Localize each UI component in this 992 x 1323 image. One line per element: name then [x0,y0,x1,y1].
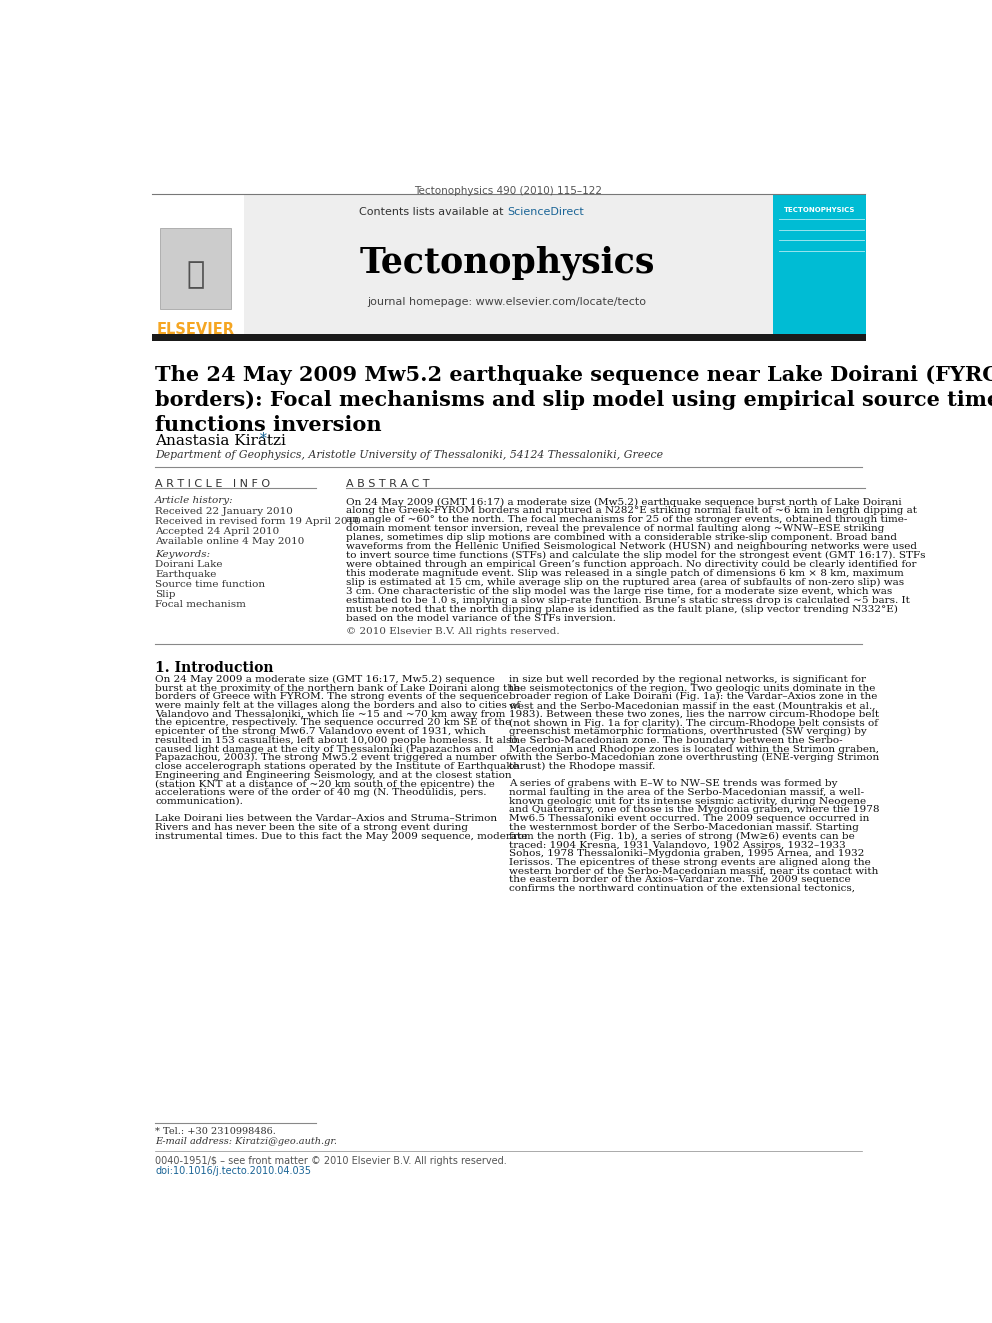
Text: confirms the northward continuation of the extensional tectonics,: confirms the northward continuation of t… [509,884,855,893]
Text: caused light damage at the city of Thessaloniki (Papazachos and: caused light damage at the city of Thess… [155,745,494,754]
Text: west and the Serbo-Macedonian massif in the east (Mountrakis et al.,: west and the Serbo-Macedonian massif in … [509,701,876,710]
Text: journal homepage: www.elsevier.com/locate/tecto: journal homepage: www.elsevier.com/locat… [367,298,647,307]
Text: the eastern border of the Axios–Vardar zone. The 2009 sequence: the eastern border of the Axios–Vardar z… [509,875,851,884]
Text: Rivers and has never been the site of a strong event during: Rivers and has never been the site of a … [155,823,468,832]
Text: in size but well recorded by the regional networks, is significant for: in size but well recorded by the regiona… [509,675,866,684]
Text: western border of the Serbo-Macedonian massif, near its contact with: western border of the Serbo-Macedonian m… [509,867,879,876]
Text: Engineering and Engineering Seismology, and at the closest station: Engineering and Engineering Seismology, … [155,771,512,779]
Text: Earthquake: Earthquake [155,570,216,579]
Text: doi:10.1016/j.tecto.2010.04.035: doi:10.1016/j.tecto.2010.04.035 [155,1166,311,1176]
Text: (station KNT at a distance of ~20 km south of the epicentre) the: (station KNT at a distance of ~20 km sou… [155,779,495,789]
Text: *: * [260,433,267,446]
Text: the westernmost border of the Serbo-Macedonian massif. Starting: the westernmost border of the Serbo-Mace… [509,823,859,832]
Text: based on the model variance of the STFs inversion.: based on the model variance of the STFs … [345,614,615,623]
Text: E-mail address: Kiratzi@geo.auth.gr.: E-mail address: Kiratzi@geo.auth.gr. [155,1136,337,1146]
Text: Doirani Lake: Doirani Lake [155,560,222,569]
Text: 🌳: 🌳 [186,259,204,288]
Text: Available online 4 May 2010: Available online 4 May 2010 [155,537,305,546]
Text: Contents lists available at: Contents lists available at [359,208,507,217]
Bar [152,194,244,335]
Text: domain moment tensor inversion, reveal the prevalence of normal faulting along ~: domain moment tensor inversion, reveal t… [345,524,884,533]
Text: epicenter of the strong Mw6.7 Valandovo event of 1931, which: epicenter of the strong Mw6.7 Valandovo … [155,728,486,736]
Text: slip is estimated at 15 cm, while average slip on the ruptured area (area of sub: slip is estimated at 15 cm, while averag… [345,578,904,587]
Text: Lake Doirani lies between the Vardar–Axios and Struma–Strimon: Lake Doirani lies between the Vardar–Axi… [155,814,497,823]
Text: Source time function: Source time function [155,579,265,589]
Text: resulted in 153 casualties, left about 10,000 people homeless. It also: resulted in 153 casualties, left about 1… [155,736,518,745]
Text: On 24 May 2009 a moderate size (GMT 16:17, Mw5.2) sequence: On 24 May 2009 a moderate size (GMT 16:1… [155,675,495,684]
Bar [244,194,774,335]
Text: Sohos, 1978 Thessaloniki–Mygdonia graben, 1995 Arnea, and 1932: Sohos, 1978 Thessaloniki–Mygdonia graben… [509,849,865,859]
Text: ScienceDirect: ScienceDirect [507,208,583,217]
Text: from the north (Fig. 1b), a series of strong (Mw≥6) events can be: from the north (Fig. 1b), a series of st… [509,832,855,840]
Text: thrust) the Rhodope massif.: thrust) the Rhodope massif. [509,762,656,771]
Text: this moderate magnitude event. Slip was released in a single patch of dimensions: this moderate magnitude event. Slip was … [345,569,904,578]
Text: with the Serbo-Macedonian zone overthrusting (ENE-verging Strimon: with the Serbo-Macedonian zone overthrus… [509,753,880,762]
Text: borders of Greece with FYROM. The strong events of the sequence: borders of Greece with FYROM. The strong… [155,692,509,701]
Text: close accelerograph stations operated by the Institute of Earthquake: close accelerograph stations operated by… [155,762,519,771]
Text: broader region of Lake Doirani (Fig. 1a): the Vardar–Axios zone in the: broader region of Lake Doirani (Fig. 1a)… [509,692,878,701]
Text: were mainly felt at the villages along the borders and also to cities of: were mainly felt at the villages along t… [155,701,520,710]
Text: ELSEVIER: ELSEVIER [157,321,234,337]
Text: were obtained through an empirical Green’s function approach. No directivity cou: were obtained through an empirical Green… [345,560,917,569]
Bar [774,194,866,335]
Text: along the Greek-FYROM borders and ruptured a N282°E striking normal fault of ~6 : along the Greek-FYROM borders and ruptur… [345,507,917,516]
Text: the seismotectonics of the region. Two geologic units dominate in the: the seismotectonics of the region. Two g… [509,684,876,693]
Text: Ierissos. The epicentres of these strong events are aligned along the: Ierissos. The epicentres of these strong… [509,857,871,867]
Text: Accepted 24 April 2010: Accepted 24 April 2010 [155,527,280,536]
Text: to invert source time functions (STFs) and calculate the slip model for the stro: to invert source time functions (STFs) a… [345,552,926,560]
Text: On 24 May 2009 (GMT 16:17) a moderate size (Mw5.2) earthquake sequence burst nor: On 24 May 2009 (GMT 16:17) a moderate si… [345,497,902,507]
Text: Anastasia Kiratzi: Anastasia Kiratzi [155,434,286,448]
Text: The 24 May 2009 Mw5.2 earthquake sequence near Lake Doirani (FYROM-Greek
borders: The 24 May 2009 Mw5.2 earthquake sequenc… [155,365,992,435]
Text: 3 cm. One characteristic of the slip model was the large rise time, for a modera: 3 cm. One characteristic of the slip mod… [345,587,892,595]
Text: © 2010 Elsevier B.V. All rights reserved.: © 2010 Elsevier B.V. All rights reserved… [345,627,559,636]
Text: Papazachou, 2003). The strong Mw5.2 event triggered a number of: Papazachou, 2003). The strong Mw5.2 even… [155,753,510,762]
Text: TECTONOPHYSICS: TECTONOPHYSICS [785,206,856,213]
Text: the Serbo-Macedonian zone. The boundary between the Serbo-: the Serbo-Macedonian zone. The boundary … [509,736,843,745]
Text: planes, sometimes dip slip motions are combined with a considerable strike-slip : planes, sometimes dip slip motions are c… [345,533,897,542]
Text: A B S T R A C T: A B S T R A C T [345,479,430,490]
Text: traced: 1904 Kresna, 1931 Valandovo, 1902 Assiros, 1932–1933: traced: 1904 Kresna, 1931 Valandovo, 190… [509,840,846,849]
Text: A series of grabens with E–W to NW–SE trends was formed by: A series of grabens with E–W to NW–SE tr… [509,779,837,789]
Text: estimated to be 1.0 s, implying a slow slip-rate function. Brune’s static stress: estimated to be 1.0 s, implying a slow s… [345,595,910,605]
Text: Received in revised form 19 April 2010: Received in revised form 19 April 2010 [155,517,361,525]
Text: must be noted that the north dipping plane is identified as the fault plane, (sl: must be noted that the north dipping pla… [345,605,898,614]
Text: and Quaternary, one of those is the Mygdonia graben, where the 1978: and Quaternary, one of those is the Mygd… [509,806,880,815]
Text: * Tel.: +30 2310998486.: * Tel.: +30 2310998486. [155,1127,276,1136]
Text: 0040-1951/$ – see front matter © 2010 Elsevier B.V. All rights reserved.: 0040-1951/$ – see front matter © 2010 El… [155,1156,507,1166]
Text: greenschist metamorphic formations, overthrusted (SW verging) by: greenschist metamorphic formations, over… [509,728,867,737]
Text: accelerations were of the order of 40 mg (N. Theodulidis, pers.: accelerations were of the order of 40 mg… [155,789,486,798]
Text: Keywords:: Keywords: [155,550,210,558]
Text: Mw6.5 Thessaloniki event occurred. The 2009 sequence occurred in: Mw6.5 Thessaloniki event occurred. The 2… [509,814,870,823]
Text: Focal mechanism: Focal mechanism [155,599,246,609]
Text: 1983). Between these two zones, lies the narrow circum-Rhodope belt: 1983). Between these two zones, lies the… [509,709,879,718]
Text: 1. Introduction: 1. Introduction [155,662,274,675]
Text: known geologic unit for its intense seismic activity, during Neogene: known geologic unit for its intense seis… [509,796,866,806]
Text: (not shown in Fig. 1a for clarity). The circum-Rhodope belt consists of: (not shown in Fig. 1a for clarity). The … [509,718,878,728]
Text: Valandovo and Thessaloniki, which lie ~15 and ~70 km away from: Valandovo and Thessaloniki, which lie ~1… [155,709,505,718]
Bar [160,228,231,308]
Text: Department of Geophysics, Aristotle University of Thessaloniki, 54124 Thessaloni: Department of Geophysics, Aristotle Univ… [155,450,663,460]
Text: waveforms from the Hellenic Unified Seismological Network (HUSN) and neighbourin: waveforms from the Hellenic Unified Seis… [345,542,917,552]
Text: Article history:: Article history: [155,496,234,505]
Text: burst at the proximity of the northern bank of Lake Doirani along the: burst at the proximity of the northern b… [155,684,520,693]
Bar [152,335,866,341]
Text: normal faulting in the area of the Serbo-Macedonian massif, a well-: normal faulting in the area of the Serbo… [509,789,864,796]
Text: Macedonian and Rhodope zones is located within the Strimon graben,: Macedonian and Rhodope zones is located … [509,745,879,754]
Text: Received 22 January 2010: Received 22 January 2010 [155,507,293,516]
Text: A R T I C L E   I N F O: A R T I C L E I N F O [155,479,270,490]
Text: Tectonophysics: Tectonophysics [359,245,655,279]
Text: the epicentre, respectively. The sequence occurred 20 km SE of the: the epicentre, respectively. The sequenc… [155,718,511,728]
Text: instrumental times. Due to this fact the May 2009 sequence, moderate: instrumental times. Due to this fact the… [155,832,528,840]
Text: an angle of ~60° to the north. The focal mechanisms for 25 of the stronger event: an angle of ~60° to the north. The focal… [345,516,907,524]
Text: Slip: Slip [155,590,176,599]
Text: Tectonophysics 490 (2010) 115–122: Tectonophysics 490 (2010) 115–122 [415,187,602,197]
Text: communication).: communication). [155,796,243,806]
